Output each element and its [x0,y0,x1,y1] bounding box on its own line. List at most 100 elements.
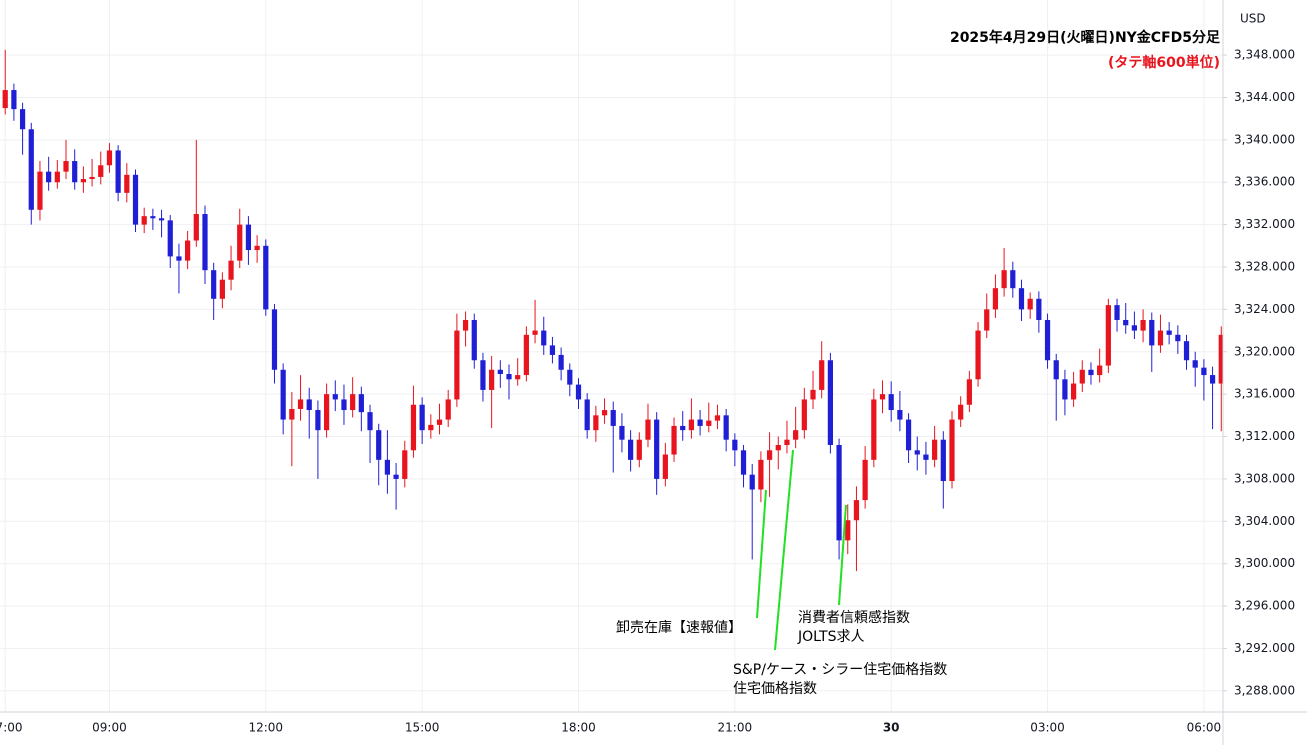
candle-body [428,424,434,431]
candle-body [897,410,903,420]
y-tick-label: 3,344.000 [1234,90,1295,104]
y-tick-label: 3,300.000 [1234,556,1295,570]
candle-body [158,218,165,221]
y-tick-label: 3,308.000 [1234,471,1295,485]
candle-body [601,410,608,416]
candle-body [193,214,199,241]
candle-body [1062,379,1068,400]
annotation-text: 消費者信頼感指数 [798,609,910,626]
annotation-line [838,504,847,606]
y-tick-label: 3,336.000 [1234,175,1295,189]
y-tick-label: 3,328.000 [1234,260,1295,274]
annotation-line [774,449,794,651]
candle-body [1105,305,1111,366]
annotation-text: S&P/ケース・シラー住宅価格指数 [733,662,947,678]
candle-body [1088,369,1094,376]
candle-body [80,179,86,183]
candle-body [610,410,616,426]
candle-body [462,319,469,331]
candle-body [775,445,781,451]
candle-body [2,90,8,109]
candle-body [523,334,529,376]
candle-body [697,419,703,426]
candle-body [1201,367,1207,376]
x-tick-label: 07:00 [0,721,23,735]
annotation-line [756,489,767,619]
grid [0,0,1223,712]
candles [2,49,1223,572]
candle-body [1018,288,1025,310]
candle-body [1079,369,1085,384]
candle-body [454,330,460,400]
candle-body [237,224,243,261]
candle-body [376,430,382,460]
candle-body [115,150,121,193]
candle-body [1166,330,1172,335]
candle-body [975,330,981,380]
currency-label: USD [1240,12,1266,26]
candle-body [1131,325,1138,331]
y-tick-label: 3,288.000 [1234,683,1295,697]
candle-body [506,374,512,380]
y-tick-label: 3,304.000 [1234,514,1295,528]
candle-body [124,174,130,193]
candle-body [1053,360,1059,380]
annotation-text: 卸売在庫【速報値】 [616,619,742,636]
y-tick-label: 3,348.000 [1234,48,1295,62]
candle-body [862,459,868,501]
candle-body [654,419,660,479]
y-tick-label: 3,316.000 [1234,387,1295,401]
candle-body [54,171,60,183]
candle-body [888,394,894,411]
candle-body [706,420,712,426]
candle-body [419,404,425,431]
candle-body [541,330,547,346]
candle-body [949,419,955,482]
candle-body [211,270,217,299]
candle-body [845,520,851,541]
candle-body [132,174,139,225]
candle-body [167,220,173,257]
candle-body [228,260,234,280]
candle-body [1001,270,1007,289]
candle-body [98,165,104,177]
candle-body [263,245,269,310]
candle-body [402,450,408,479]
candle-body [575,384,582,400]
candle-body [515,375,521,380]
candle-body [245,224,252,251]
candle-body [766,450,773,460]
candle-body [645,419,651,440]
candle-body [584,399,590,431]
candle-body [801,399,807,431]
x-tick-label: 06:00 [1187,721,1222,735]
candle-body [992,288,999,310]
candle-body [1114,305,1120,320]
candle-body [966,379,972,405]
candle-body [19,109,26,130]
candle-body [567,369,573,385]
candle-body [436,419,443,425]
candle-body [932,439,938,460]
x-tick-label: 03:00 [1030,721,1065,735]
candle-body [1027,298,1033,310]
candle-body [1192,360,1198,368]
candle-body [558,354,564,370]
candle-body [141,216,147,225]
x-tick-label: 30 [883,721,900,735]
candle-body [219,279,225,299]
annotation-text: JOLTS求人 [797,629,864,645]
candle-body [289,408,295,420]
candle-body [740,450,747,475]
candle-body [758,459,764,490]
y-tick-label: 3,292.000 [1234,641,1295,655]
candle-body [984,309,990,331]
candle-body [106,150,113,166]
candle-body [662,454,668,479]
candle-body [176,256,182,261]
candle-body [714,415,721,421]
candle-body [358,394,364,413]
candle-body [297,399,304,409]
candle-body [271,309,278,370]
candle-body [879,394,886,400]
